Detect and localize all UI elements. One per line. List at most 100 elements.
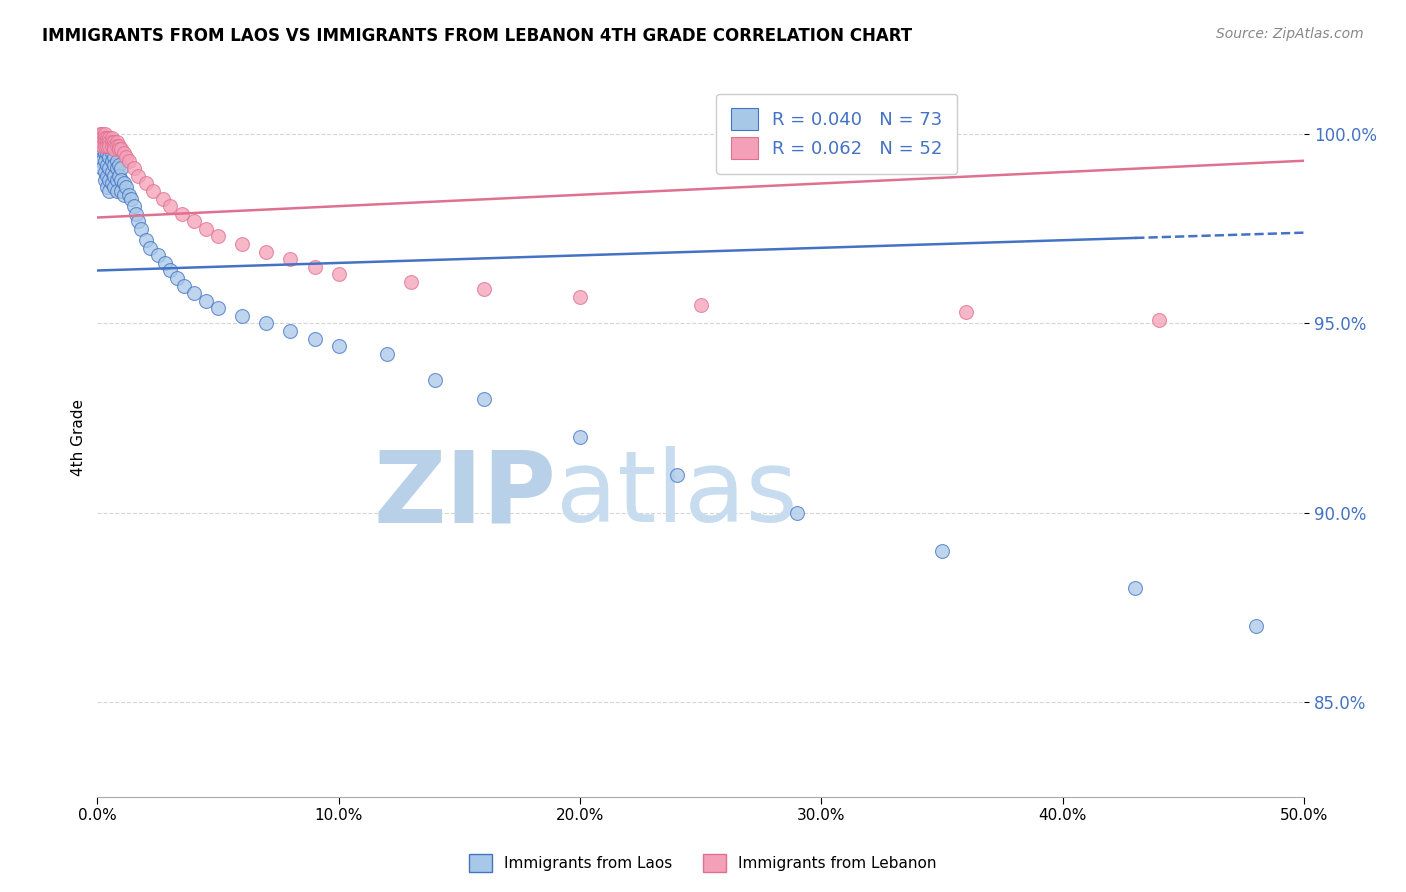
Point [173,278,195,293]
Point [159,263,181,277]
Point [93,135,115,149]
Point [194,293,217,308]
Point [101,153,124,168]
Point [472,392,495,407]
Point [96,138,118,153]
Point [129,222,152,236]
Point [108,169,131,183]
Point [103,138,125,153]
Point [135,177,157,191]
Point [159,199,181,213]
Point [96,157,118,171]
Point [105,135,128,149]
Point [101,165,124,179]
Point [98,184,121,198]
Point [118,153,141,168]
Point [108,138,131,153]
Point [152,192,174,206]
Point [101,177,124,191]
Point [569,290,592,304]
Point [98,138,121,153]
Point [96,180,118,194]
Point [105,153,128,168]
Point [93,131,115,145]
Point [98,135,121,149]
Point [115,180,138,194]
Point [194,222,217,236]
Point [89,150,111,164]
Point [1244,619,1267,633]
Point [105,161,128,176]
Point [375,347,398,361]
Point [127,214,149,228]
Point [93,153,115,168]
Point [101,131,124,145]
Point [280,324,302,338]
Text: IMMIGRANTS FROM LAOS VS IMMIGRANTS FROM LEBANON 4TH GRADE CORRELATION CHART: IMMIGRANTS FROM LAOS VS IMMIGRANTS FROM … [42,27,912,45]
Point [425,373,447,387]
Point [166,271,188,285]
Point [472,282,495,296]
Point [93,172,115,186]
Point [955,305,977,319]
Point [98,150,121,164]
Point [786,506,808,520]
Point [207,229,229,244]
Text: ZIP: ZIP [373,446,555,543]
Point [96,131,118,145]
Point [93,165,115,179]
Point [112,177,135,191]
Point [91,135,114,149]
Point [110,161,132,176]
Point [93,127,115,141]
Point [103,150,125,164]
Point [89,135,111,149]
Point [110,172,132,186]
Point [103,180,125,194]
Point [91,142,114,156]
Point [139,241,162,255]
Point [108,142,131,156]
Point [93,131,115,145]
Point [689,297,711,311]
Point [101,135,124,149]
Text: atlas: atlas [555,446,797,543]
Point [96,138,118,153]
Point [931,543,953,558]
Point [89,131,111,145]
Point [127,169,149,183]
Point [146,248,169,262]
Point [1149,312,1171,326]
Point [98,131,121,145]
Y-axis label: 4th Grade: 4th Grade [72,399,86,475]
Point [93,146,115,161]
Point [170,207,193,221]
Point [569,430,592,444]
Point [254,317,277,331]
Point [1123,582,1146,596]
Point [101,146,124,161]
Point [328,339,350,353]
Point [110,142,132,156]
Point [98,142,121,156]
Point [96,146,118,161]
Legend: R = 0.040   N = 73, R = 0.062   N = 52: R = 0.040 N = 73, R = 0.062 N = 52 [717,94,957,174]
Point [91,138,114,153]
Point [105,172,128,186]
Point [96,169,118,183]
Point [183,286,205,301]
Point [91,131,114,145]
Point [93,138,115,153]
Point [103,169,125,183]
Point [105,138,128,153]
Point [89,138,111,153]
Point [231,237,253,252]
Point [254,244,277,259]
Point [122,199,145,213]
Point [105,184,128,198]
Point [112,187,135,202]
Point [96,135,118,149]
Point [103,157,125,171]
Point [89,131,111,145]
Point [122,161,145,176]
